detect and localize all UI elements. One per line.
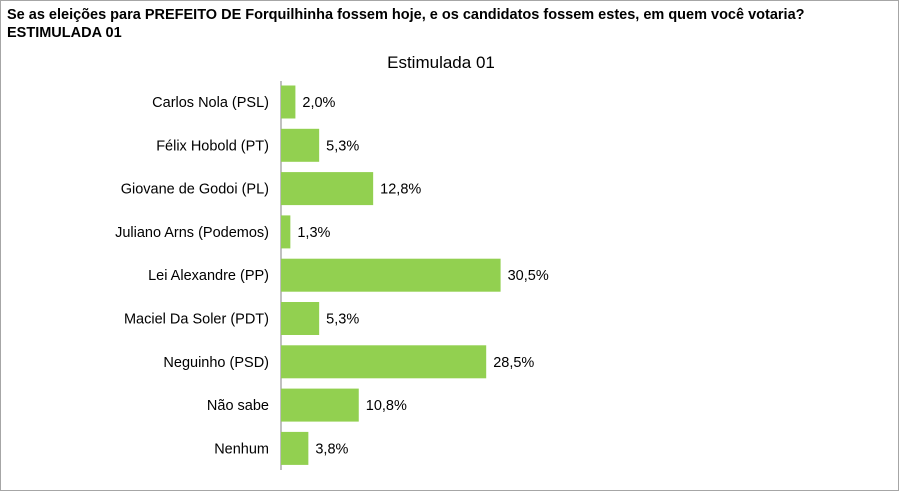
- category-label: Neguinho (PSD): [163, 355, 269, 371]
- bar: [281, 388, 359, 422]
- category-label: Carlos Nola (PSL): [152, 95, 269, 111]
- data-label: 30,5%: [508, 268, 549, 284]
- category-label: Félix Hobold (PT): [156, 138, 269, 154]
- category-label: Juliano Arns (Podemos): [115, 225, 269, 241]
- bar: [281, 345, 487, 379]
- chart-title: Estimulada 01: [387, 53, 495, 72]
- bar: [281, 258, 501, 292]
- bar: [281, 128, 320, 162]
- data-label: 1,3%: [297, 225, 330, 241]
- bar: [281, 302, 320, 335]
- data-label: 10,8%: [366, 398, 407, 414]
- category-label: Giovane de Godoi (PL): [121, 182, 269, 198]
- data-label: 5,3%: [326, 312, 359, 328]
- category-label: Maciel Da Soler (PDT): [124, 312, 269, 328]
- category-label: Não sabe: [207, 398, 269, 414]
- data-label: 5,3%: [326, 138, 359, 154]
- bar: [281, 215, 291, 249]
- bar: [281, 85, 296, 119]
- bar: [281, 172, 374, 206]
- bar: [281, 431, 309, 465]
- category-label: Lei Alexandre (PP): [148, 268, 269, 284]
- data-label: 2,0%: [302, 95, 335, 111]
- data-label: 3,8%: [315, 441, 348, 457]
- data-label: 12,8%: [380, 182, 421, 198]
- category-label: Nenhum: [214, 441, 269, 457]
- question-text: Se as eleições para PREFEITO DE Forquilh…: [7, 7, 805, 41]
- data-label: 28,5%: [493, 355, 534, 371]
